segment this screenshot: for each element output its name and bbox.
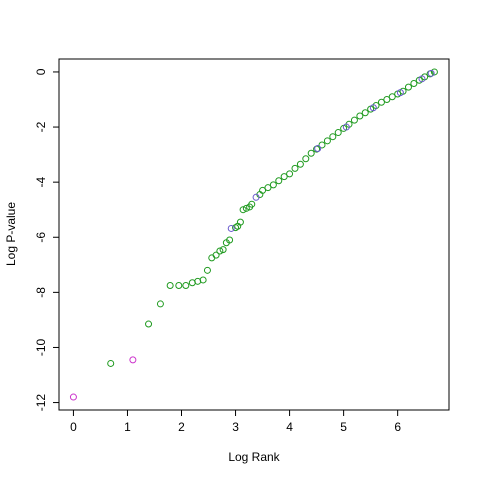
point — [264, 184, 272, 192]
point — [275, 177, 283, 185]
point — [156, 300, 164, 308]
point — [418, 75, 426, 83]
point — [269, 181, 277, 189]
y-tick-label: -6 — [34, 232, 48, 243]
point — [430, 68, 438, 76]
point — [145, 320, 153, 328]
point — [175, 281, 183, 289]
x-tick-label: 4 — [286, 420, 293, 434]
point — [361, 109, 369, 117]
x-tick-label: 2 — [178, 420, 185, 434]
point — [369, 104, 377, 112]
point — [208, 254, 216, 262]
point — [350, 116, 358, 124]
point — [166, 281, 174, 289]
point — [69, 393, 77, 401]
y-tick-label: -10 — [34, 338, 48, 356]
plot-frame — [58, 58, 450, 411]
point — [227, 224, 235, 232]
point — [329, 133, 337, 141]
point — [291, 164, 299, 172]
point — [404, 83, 412, 91]
point — [383, 96, 391, 103]
point — [242, 204, 250, 212]
x-tick-label: 5 — [340, 420, 347, 434]
y-tick-label: -8 — [34, 287, 48, 298]
y-tick-label: -2 — [34, 121, 48, 132]
x-axis-label: Log Rank — [228, 450, 280, 464]
point — [199, 276, 207, 284]
point — [342, 123, 350, 131]
x-tick-label: 1 — [124, 420, 131, 434]
point — [236, 218, 244, 226]
point — [107, 359, 115, 367]
y-tick-label: 0 — [34, 68, 48, 75]
point — [302, 155, 310, 163]
point — [377, 98, 385, 106]
point — [203, 266, 211, 274]
point — [410, 80, 418, 88]
x-tick-label: 0 — [70, 420, 77, 434]
point — [219, 246, 227, 254]
point — [129, 356, 137, 364]
point — [239, 206, 247, 214]
y-tick-label: -4 — [34, 176, 48, 187]
point — [314, 145, 322, 153]
point — [427, 69, 435, 77]
point — [356, 112, 364, 120]
point — [216, 247, 224, 255]
point — [307, 149, 315, 157]
y-tick-label: -12 — [34, 394, 48, 412]
point — [323, 137, 331, 145]
point — [388, 93, 396, 101]
point — [286, 170, 294, 178]
point — [296, 160, 304, 168]
point — [226, 236, 234, 244]
point — [318, 141, 326, 149]
point — [212, 251, 220, 259]
point — [252, 193, 260, 201]
point — [334, 129, 342, 137]
point — [259, 186, 267, 194]
y-axis-label: Log P-value — [4, 202, 18, 266]
point — [248, 200, 256, 208]
x-tick-label: 6 — [394, 420, 401, 434]
point — [182, 281, 190, 289]
point — [280, 173, 288, 181]
point — [396, 89, 404, 97]
x-tick-label: 3 — [232, 420, 239, 434]
